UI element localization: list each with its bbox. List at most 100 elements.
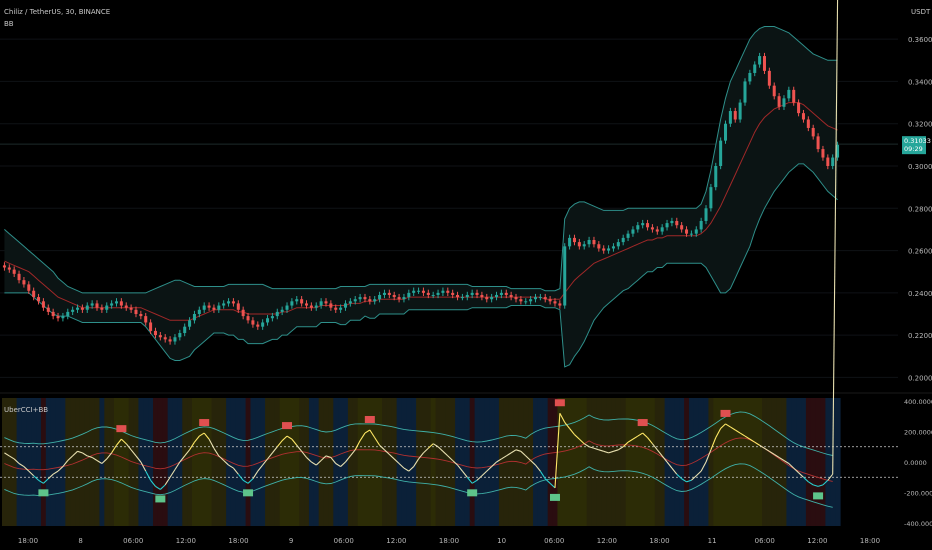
candle-body (792, 89, 796, 103)
candle-body (188, 320, 192, 327)
cci-line-segment (798, 472, 804, 478)
regime-zone (440, 398, 446, 526)
candle-body (753, 64, 757, 73)
cci-line-segment (525, 455, 531, 461)
regime-zone (469, 398, 476, 526)
cci-line-segment (242, 479, 249, 484)
candle-body (758, 56, 762, 65)
cci-line-segment (501, 455, 507, 460)
cci-line-segment (18, 463, 25, 468)
cci-line-segment (491, 461, 497, 467)
cci-line-segment (554, 413, 561, 488)
cci-line-segment (82, 452, 88, 457)
cci-line-segment (57, 466, 64, 472)
regime-zone (50, 398, 57, 526)
cci-line-segment (306, 457, 312, 463)
regime-zone (649, 398, 656, 526)
regime-zone (674, 398, 680, 526)
cci-line-segment (349, 449, 356, 457)
candle-body (412, 290, 416, 293)
regime-zone (562, 398, 568, 526)
cci-line-segment (223, 460, 229, 466)
regime-zone (581, 398, 588, 526)
regime-zone (148, 398, 154, 526)
candle-body (655, 229, 659, 232)
indicator-pane[interactable] (0, 0, 898, 526)
candle-body (572, 237, 576, 243)
candle-body (665, 223, 669, 228)
regime-zone (367, 398, 373, 526)
candle-body (636, 225, 640, 230)
cci-line-segment (793, 467, 799, 474)
currency-label: USDT (911, 8, 931, 16)
cci-line-segment (637, 432, 643, 437)
cci-line-segment (267, 452, 273, 460)
regime-zone (255, 398, 261, 526)
cci-line-segment (813, 484, 819, 487)
time-tick-label: 12:00 (807, 537, 827, 545)
candle-body (139, 314, 143, 317)
regime-zone (2, 398, 8, 526)
time-tick-label: 06:00 (123, 537, 143, 545)
candle-body (129, 307, 133, 310)
regime-zone (430, 398, 437, 526)
cci-line-segment (169, 469, 176, 478)
candle-body (602, 248, 606, 251)
regime-zone (396, 398, 403, 526)
candle-body (51, 311, 55, 317)
cci-line-segment (622, 441, 629, 448)
regime-zone (825, 398, 831, 526)
candle-body (163, 337, 167, 340)
cci-line-segment (725, 423, 731, 428)
cci-line-segment (461, 470, 468, 478)
current-price-badge (902, 136, 926, 155)
regime-zone (508, 398, 515, 526)
candle-body (134, 309, 138, 314)
cci-line-segment (754, 441, 760, 446)
indicator-tick-label: 400.0000 (904, 398, 932, 406)
cci-line-segment (695, 470, 702, 477)
candle-body (490, 297, 494, 300)
cci-line-segment (457, 464, 463, 472)
regime-zone (284, 398, 291, 526)
price-pane[interactable] (0, 26, 932, 394)
cci-line-segment (388, 453, 395, 460)
cci-line-segment (744, 435, 751, 440)
cci-line-segment (125, 443, 132, 451)
regime-zone (265, 398, 271, 526)
cci-line-segment (67, 455, 74, 461)
cci-line-segment (374, 437, 381, 446)
regime-zone (640, 398, 646, 526)
cci-line-segment (691, 475, 697, 481)
candle-body (831, 157, 835, 166)
candle-body (441, 290, 445, 293)
time-tick-label: 11 (708, 537, 717, 545)
candle-body (777, 96, 781, 107)
candle-body (714, 166, 718, 188)
cci-line-segment (583, 443, 590, 448)
regime-zone (679, 398, 685, 526)
regime-zone (143, 398, 149, 526)
candle-body (368, 299, 372, 302)
regime-zone (698, 398, 705, 526)
cci-line-segment (311, 461, 317, 466)
cci-line-segment (505, 452, 512, 457)
regime-zone (289, 398, 295, 526)
cci-line-segment (130, 449, 137, 457)
regime-zone (601, 398, 607, 526)
regime-zone (372, 398, 378, 526)
cci-line-segment (559, 412, 566, 423)
regime-zone (450, 398, 456, 526)
candle-body (514, 297, 518, 300)
candle-body (680, 225, 684, 230)
candle-body (446, 290, 450, 293)
regime-zone (391, 398, 398, 526)
regime-zone (382, 398, 388, 526)
cci-line-segment (155, 485, 161, 490)
cci-line-segment (759, 444, 765, 449)
candle-body (387, 292, 391, 295)
cci-line-segment (647, 437, 653, 445)
cci-line-segment (315, 460, 322, 466)
